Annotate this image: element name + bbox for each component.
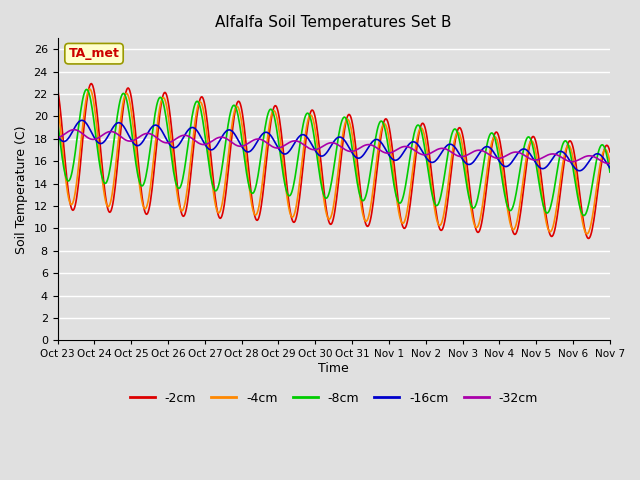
X-axis label: Time: Time <box>318 362 349 375</box>
Legend: -2cm, -4cm, -8cm, -16cm, -32cm: -2cm, -4cm, -8cm, -16cm, -32cm <box>125 387 543 410</box>
Y-axis label: Soil Temperature (C): Soil Temperature (C) <box>15 125 28 253</box>
Title: Alfalfa Soil Temperatures Set B: Alfalfa Soil Temperatures Set B <box>216 15 452 30</box>
Text: TA_met: TA_met <box>68 47 120 60</box>
